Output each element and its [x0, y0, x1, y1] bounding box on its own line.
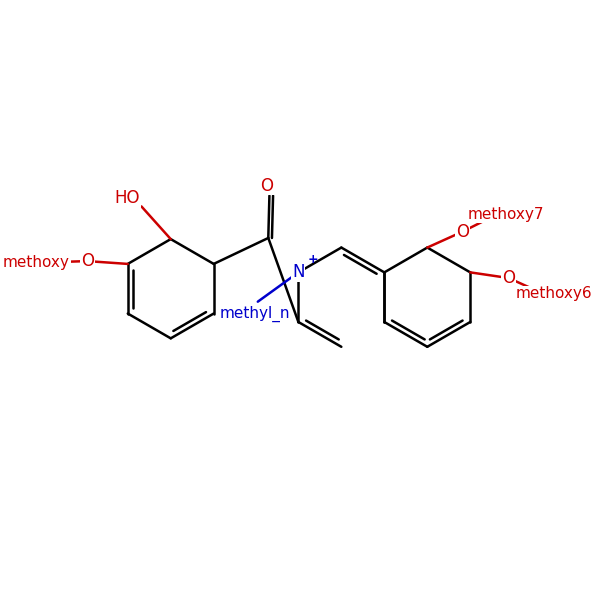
Text: methoxy: methoxy [3, 255, 70, 270]
Text: O: O [456, 223, 469, 241]
Text: +: + [308, 253, 319, 266]
Text: methoxy6: methoxy6 [515, 286, 592, 301]
Text: N: N [292, 263, 305, 281]
Text: methyl_n: methyl_n [220, 306, 290, 322]
Text: O: O [260, 176, 273, 194]
Text: methoxy7: methoxy7 [468, 208, 544, 223]
Text: O: O [80, 252, 94, 270]
Text: O: O [502, 269, 515, 287]
Text: HO: HO [115, 189, 140, 207]
